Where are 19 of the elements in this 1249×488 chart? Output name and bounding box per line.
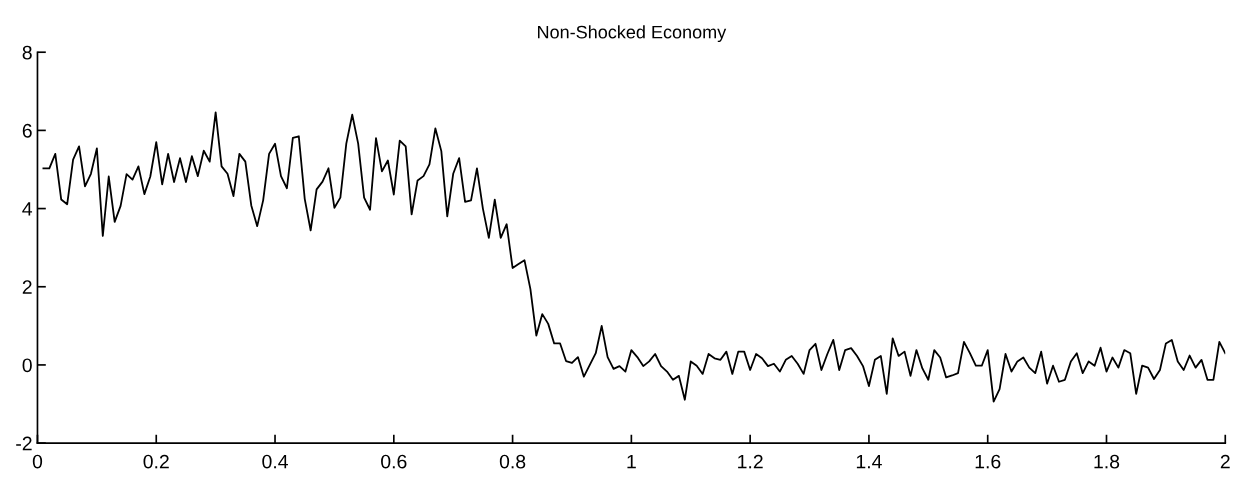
x-tick-label: 0 — [32, 454, 43, 469]
x-tick-label: 0.2 — [143, 454, 169, 469]
x-tick-label: 0.4 — [262, 454, 288, 469]
x-tick-label: 1 — [627, 454, 636, 469]
x-tick-label: 0.6 — [381, 454, 407, 469]
y-tick-label: 0 — [22, 358, 32, 373]
x-tick-label: 2 — [1220, 454, 1230, 469]
line-series — [42, 111, 1226, 403]
chart-title: Non-Shocked Economy — [538, 25, 727, 43]
y-tick-label: 4 — [22, 202, 33, 216]
x-tick-label: 1.4 — [856, 454, 882, 469]
x-tick-label: 0.8 — [499, 454, 526, 469]
y-tick-label: 2 — [22, 280, 32, 294]
y-tick-label: -2 — [16, 436, 32, 451]
x-tick-label: 1.8 — [1094, 454, 1120, 469]
x-tick-label: 1.6 — [975, 454, 1001, 469]
x-tick-label: 1.2 — [738, 454, 763, 469]
y-tick-label: 6 — [22, 123, 32, 138]
y-tick-label: 8 — [22, 45, 32, 60]
